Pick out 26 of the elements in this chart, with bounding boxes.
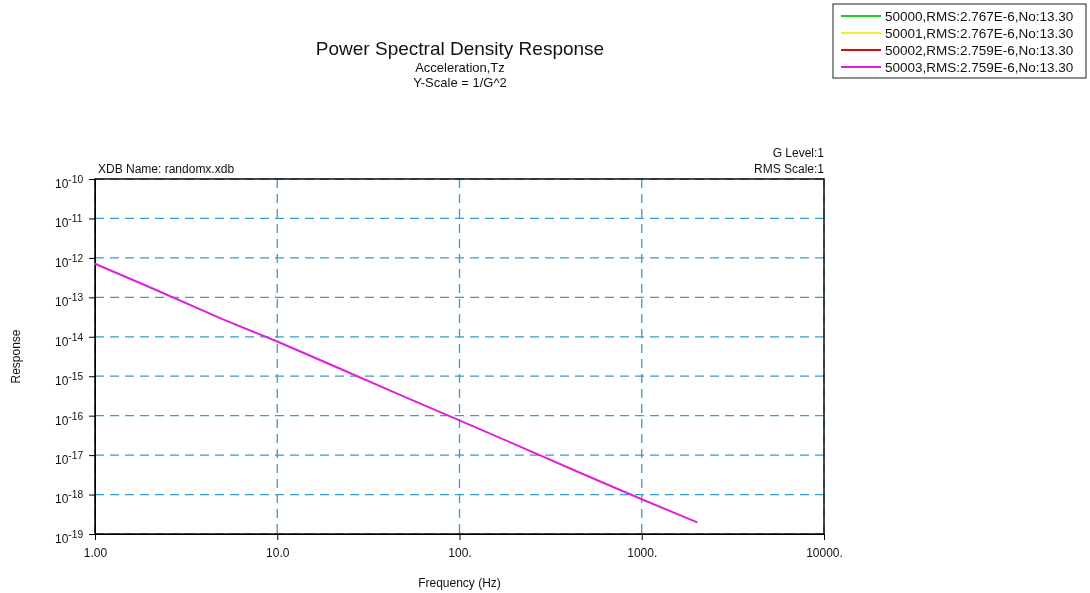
chart-subtitle: Acceleration,Tz Y-Scale = 1/G^2 (413, 60, 507, 90)
text: XDB Name: randomx.xdb (98, 162, 235, 176)
y-axis-title: Response (9, 329, 23, 384)
x-tick-label: 10.0 (266, 546, 290, 561)
x-axis-title: Frequency (Hz) (418, 576, 501, 590)
text: RMS Scale:1 (753, 162, 825, 176)
y-tick-label: 10$^{-10}$ (55, 173, 84, 191)
legend-label: 50003,RMS:2.759E-6,No:13.30 (885, 60, 1074, 75)
chart-title: Power Spectral Density Response (315, 38, 605, 59)
y-tick-label: 10$^{-16}$ (55, 410, 84, 428)
legend-label: 50002,RMS:2.759E-6,No:13.30 (885, 43, 1074, 58)
x-tick-label: 1000. (627, 546, 658, 561)
y-tick-label: 10$^{-12}$ (55, 252, 84, 270)
x-tick-label: 1.00 (83, 546, 108, 561)
y-tick-label: 10$^{-18}$ (55, 488, 84, 507)
y-tick-label: 10$^{-17}$ (55, 449, 84, 468)
y-tick-label: 10$^{-11}$ (55, 212, 83, 231)
legend-label: 50000,RMS:2.767E-6,No:13.30 (885, 9, 1074, 24)
x-tick-label: 100. (448, 546, 472, 561)
y-tick-label: 10$^{-14}$ (55, 331, 84, 349)
x-tick-label: 10000. (806, 546, 843, 561)
y-tick-label: 10$^{-15}$ (55, 370, 84, 389)
y-tick-label: 10$^{-19}$ (55, 528, 84, 546)
text: G Level:1 (772, 146, 825, 160)
y-tick-label: 10$^{-13}$ (55, 291, 84, 310)
legend-label: 50001,RMS:2.767E-6,No:13.30 (885, 26, 1074, 41)
